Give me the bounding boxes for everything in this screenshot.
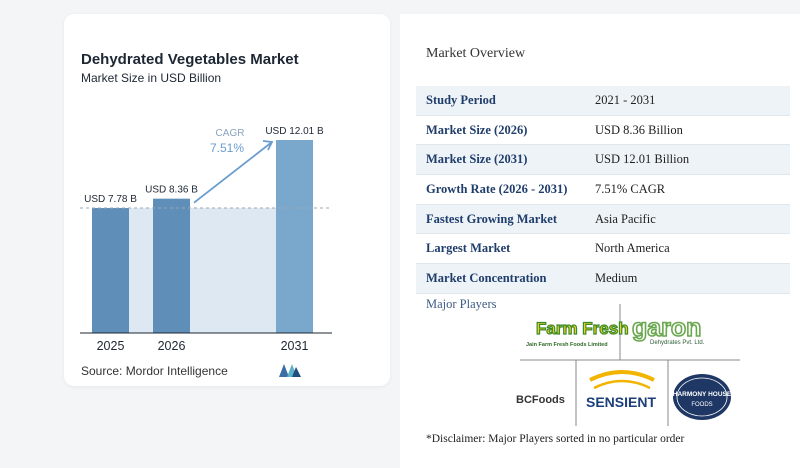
cagr-value: 7.51% (210, 141, 244, 155)
row-label: Largest Market (426, 241, 511, 256)
table-row: Largest Market North America (416, 234, 790, 265)
chart-title: Dehydrated Vegetables Market (81, 51, 299, 68)
category-label: 2025 (97, 339, 125, 353)
row-value: 2021 - 2031 (595, 92, 656, 107)
major-players-title: Major Players (426, 297, 497, 311)
chart-subtitle: Market Size in USD Billion (81, 71, 222, 85)
sensient-swoosh-icon (593, 379, 651, 390)
farm-fresh-logo: Farm Fresh Jain Farm Fresh Foods Limited (526, 318, 629, 348)
category-label: 2026 (158, 339, 186, 353)
row-value: Asia Pacific (595, 211, 656, 226)
mordor-logo-icon (279, 364, 301, 377)
row-value: USD 12.01 Billion (595, 152, 690, 167)
table-row: Growth Rate (2026 - 2031) 7.51% CAGR (416, 175, 790, 205)
farm-fresh-logo-text: Farm Fresh (536, 319, 629, 338)
source-note: Source: Mordor Intelligence (81, 364, 228, 378)
major-players-logos: Farm Fresh Jain Farm Fresh Foods Limited… (516, 304, 740, 426)
bcfoods-logo-text: BCFoods (516, 394, 565, 406)
data-label: USD 7.78 B (84, 194, 137, 205)
harmony-house-logo-subtext: FOODS (691, 402, 712, 408)
sensient-logo: SENSIENT (586, 370, 656, 410)
row-value: 7.51% CAGR (595, 181, 666, 196)
data-label: USD 8.36 B (145, 185, 198, 196)
cagr-arrow (193, 141, 273, 204)
growth-band (190, 207, 276, 333)
row-value: Medium (595, 270, 638, 285)
sensient-swoosh-icon (589, 370, 655, 382)
row-label: Study Period (426, 92, 496, 107)
harmony-house-logo-text: HARMONY HOUSE (673, 391, 732, 398)
row-value: North America (595, 241, 670, 256)
harmony-house-badge (673, 374, 731, 420)
overview-title: Market Overview (426, 46, 526, 61)
bar-2026 (153, 198, 190, 333)
cagr-label: CAGR (216, 128, 245, 139)
overview-table: Study Period 2021 - 2031 Market Size (20… (416, 86, 790, 294)
bar-chart: USD 7.78 B 2025 USD 8.36 B 2026 USD 12.01 B 2… (80, 126, 332, 353)
table-row: Study Period 2021 - 2031 (416, 86, 790, 116)
bar-2025 (92, 207, 129, 333)
category-label: 2031 (281, 339, 309, 353)
row-label: Fastest Growing Market (426, 211, 557, 226)
cagr-arrow-head-icon (262, 140, 274, 151)
table-row: Market Concentration Medium (416, 264, 790, 294)
harmony-house-badge-ring (676, 377, 728, 417)
garon-logo-text: garon (632, 314, 701, 342)
disclaimer-note: *Disclaimer: Major Players sorted in no … (426, 433, 685, 445)
garon-logo: garon Dehydrates Pvt. Ltd. (631, 313, 705, 346)
harmony-house-logo: HARMONY HOUSE FOODS (673, 374, 732, 420)
row-label: Market Size (2031) (426, 152, 528, 167)
garon-logo-subtext: Dehydrates Pvt. Ltd. (650, 340, 705, 346)
row-label: Market Size (2026) (426, 122, 528, 137)
growth-band (129, 207, 153, 333)
bar-2031 (276, 140, 313, 333)
row-value: USD 8.36 Billion (595, 122, 683, 137)
table-row: Fastest Growing Market Asia Pacific (416, 204, 790, 235)
table-row: Market Size (2026) USD 8.36 Billion (416, 116, 790, 146)
data-label: USD 12.01 B (265, 126, 324, 137)
row-label: Growth Rate (2026 - 2031) (426, 181, 568, 196)
row-label: Market Concentration (426, 270, 547, 285)
sensient-logo-text: SENSIENT (586, 394, 656, 410)
farm-fresh-logo-subtext: Jain Farm Fresh Foods Limited (526, 342, 608, 348)
bcfoods-logo: BCFoods (516, 394, 565, 406)
table-row: Market Size (2031) USD 12.01 Billion (416, 145, 790, 176)
